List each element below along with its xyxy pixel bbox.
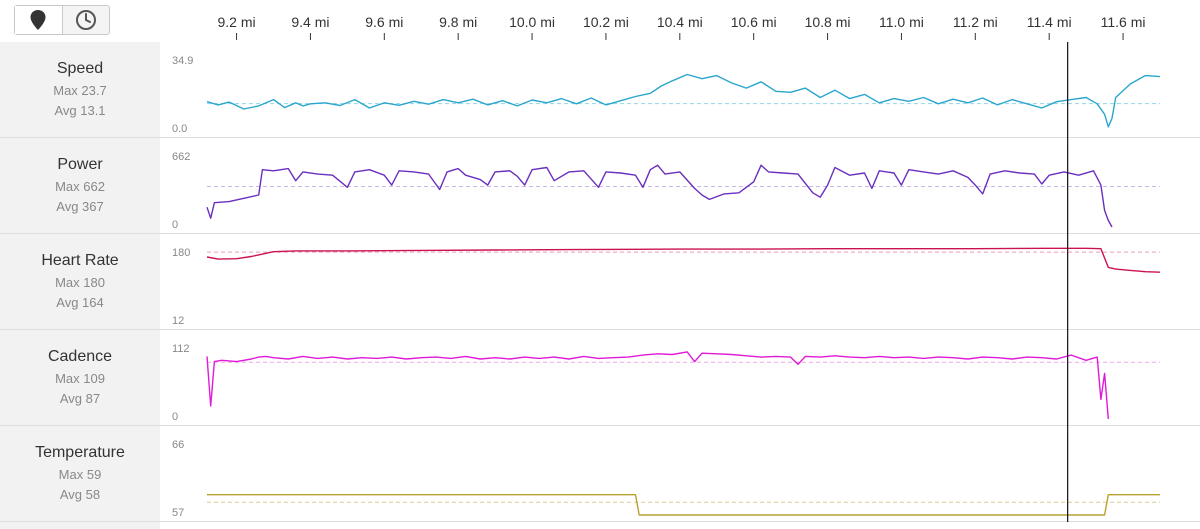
temperature-series-line: [207, 494, 1160, 516]
metric-heart-rate: Heart Rate Max 180 Avg 164: [0, 252, 160, 310]
heart-rate-series-line: [206, 247, 1161, 273]
metric-temperature: Temperature Max 59 Avg 58: [0, 444, 160, 502]
metric-avg: Avg 367: [56, 199, 104, 214]
metric-name: Speed: [56, 60, 104, 77]
x-tick-label: 11.0 mi: [879, 14, 924, 30]
panel-divider: [0, 233, 1200, 234]
metric-name: Temperature: [35, 444, 125, 461]
x-tick-label: 10.4 mi: [657, 14, 703, 30]
metric-name: Heart Rate: [41, 252, 119, 269]
x-tick-label: 9.4 mi: [291, 14, 329, 30]
metric-avg: Avg 164: [56, 295, 104, 310]
y-min-label: 12: [172, 315, 184, 327]
speed-series-line: [206, 73, 1161, 128]
metric-max: Max 23.7: [53, 83, 107, 98]
power-series-line: [206, 164, 1113, 228]
y-max-label: 66: [172, 439, 184, 451]
metric-cadence: Cadence Max 109 Avg 87: [0, 348, 160, 406]
metric-avg: Avg 87: [59, 391, 101, 406]
view-mode-toggle: [14, 5, 110, 35]
panel-divider: [0, 329, 1200, 330]
time-view-button[interactable]: [63, 6, 110, 34]
cadence-series-line: [206, 351, 1109, 420]
metric-max: Max 109: [55, 371, 105, 386]
metric-max: Max 662: [55, 179, 105, 194]
x-tick-label: 11.6 mi: [1101, 14, 1146, 30]
y-min-label: 0: [172, 411, 178, 423]
x-tick-label: 11.4 mi: [1027, 14, 1072, 30]
metric-avg: Avg 13.1: [54, 103, 106, 118]
metric-max: Max 180: [55, 275, 105, 290]
clock-icon: [75, 10, 96, 30]
map-view-button[interactable]: [15, 6, 63, 34]
x-tick-label: 10.8 mi: [805, 14, 851, 30]
panel-divider: [0, 137, 1200, 138]
map-pin-icon: [30, 10, 46, 30]
x-tick-label: 9.8 mi: [439, 14, 477, 30]
metric-max: Max 59: [58, 467, 102, 482]
metric-speed: Speed Max 23.7 Avg 13.1: [0, 60, 160, 118]
metrics-sidebar: [0, 42, 160, 529]
metric-name: Cadence: [47, 348, 113, 365]
y-min-label: 0.0: [172, 123, 187, 135]
x-tick-label: 10.6 mi: [731, 14, 777, 30]
x-tick-label: 11.2 mi: [953, 14, 998, 30]
panel-divider: [0, 425, 1200, 426]
y-min-label: 0: [172, 219, 178, 231]
x-tick-label: 9.6 mi: [365, 14, 403, 30]
y-max-label: 34.9: [172, 55, 193, 67]
panel-divider: [0, 521, 1200, 522]
x-tick-label: 10.2 mi: [583, 14, 629, 30]
y-min-label: 57: [172, 507, 184, 519]
y-max-label: 180: [172, 247, 190, 259]
toolbar: [0, 0, 160, 42]
metric-name: Power: [57, 156, 103, 173]
metric-avg: Avg 58: [59, 487, 101, 502]
y-max-label: 112: [172, 343, 190, 355]
x-tick-label: 10.0 mi: [509, 14, 555, 30]
metric-power: Power Max 662 Avg 367: [0, 156, 160, 214]
y-max-label: 662: [172, 151, 190, 163]
x-tick-label: 9.2 mi: [217, 14, 255, 30]
